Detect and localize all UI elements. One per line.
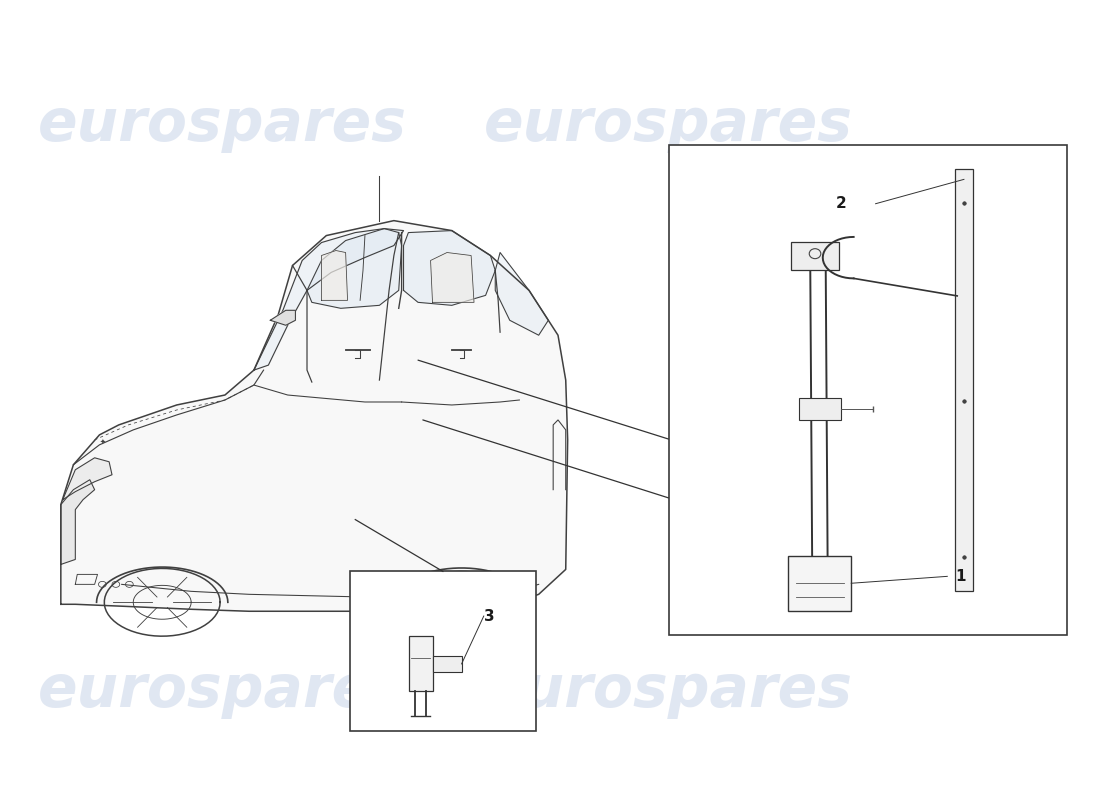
Text: eurospares: eurospares: [39, 97, 407, 154]
Polygon shape: [271, 310, 296, 326]
Polygon shape: [321, 250, 348, 300]
Bar: [350, 571, 536, 731]
Bar: [791, 242, 839, 270]
Bar: [432, 656, 462, 672]
Polygon shape: [63, 458, 112, 500]
Polygon shape: [495, 253, 548, 335]
Polygon shape: [60, 480, 95, 565]
Text: 3: 3: [484, 609, 494, 623]
Text: eurospares: eurospares: [484, 662, 852, 719]
Polygon shape: [404, 230, 495, 306]
Bar: [669, 145, 1067, 635]
Text: eurospares: eurospares: [39, 662, 407, 719]
Polygon shape: [254, 229, 404, 370]
Text: 1: 1: [955, 569, 966, 584]
Text: ✦: ✦: [99, 439, 106, 445]
Bar: [408, 637, 432, 691]
Bar: [799, 398, 842, 420]
Bar: [789, 556, 851, 610]
Polygon shape: [60, 221, 568, 611]
Text: 2: 2: [836, 196, 847, 211]
Text: eurospares: eurospares: [484, 97, 852, 154]
Polygon shape: [307, 229, 402, 308]
Polygon shape: [430, 253, 474, 302]
Bar: [955, 170, 972, 591]
